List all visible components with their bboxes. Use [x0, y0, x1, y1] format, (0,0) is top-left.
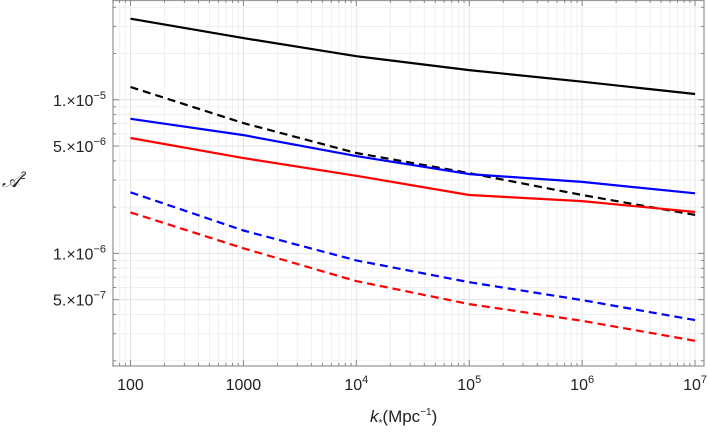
y-tick-labels: 1.×10−5 5.×10−6 1.×10−6 5.×10−7 [53, 90, 106, 310]
x-tick-label: 106 [570, 374, 594, 394]
y-tick-label: 1.×10−6 [53, 243, 106, 263]
x-tick-label: 100 [117, 377, 144, 394]
y-axis-label: 𝒜2 [2, 170, 26, 192]
x-tick-label: 107 [683, 374, 707, 394]
grid [113, 0, 704, 366]
x-tick-label: 1000 [226, 377, 262, 394]
series-line-2 [131, 87, 696, 215]
x-tick-labels: 100 1000 104 105 106 107 [117, 374, 707, 394]
series-line-1 [131, 19, 696, 94]
y-tick-label: 1.×10−5 [53, 90, 106, 110]
x-tick-label: 104 [344, 374, 368, 394]
y-tick-label: 5.×10−7 [53, 290, 106, 310]
ticks [113, 0, 704, 366]
series-line-3 [131, 119, 696, 194]
plot-frame [113, 1, 704, 367]
series-line-6 [131, 212, 696, 340]
y-tick-label: 5.×10−6 [53, 136, 106, 156]
x-tick-label: 105 [457, 374, 481, 394]
x-axis-label: k*(Mpc−1) [370, 407, 437, 429]
series-line-5 [131, 192, 696, 320]
series-line-4 [131, 138, 696, 212]
